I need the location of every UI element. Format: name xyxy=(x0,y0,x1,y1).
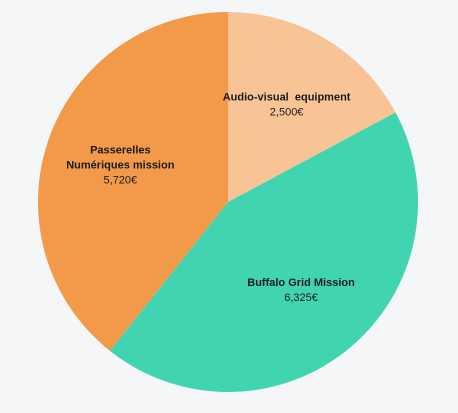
slice-value-label: 5,720€ xyxy=(104,174,138,186)
slice-label-title: Buffalo Grid Mission xyxy=(247,277,355,289)
slice-label-title: Audio-visual equipment xyxy=(223,92,351,104)
pie-slice-2 xyxy=(37,12,228,351)
slice-label-0: Audio-visual equipment 2,500€ xyxy=(223,92,351,119)
labels-layer: Audio-visual equipment 2,500€ Buffalo Grid… xyxy=(66,92,355,304)
slice-value-label: 6,325€ xyxy=(284,292,318,304)
slice-label-1: Buffalo Grid Mission 6,325€ xyxy=(247,277,355,304)
slice-label-title: Passerelles xyxy=(90,144,151,156)
slice-value-label: 2,500€ xyxy=(270,107,304,119)
slice-label-title: Numériques mission xyxy=(66,159,174,171)
pie-slice-0 xyxy=(228,12,396,202)
slice-label-2: Passerelles Numériques mission 5,720€ xyxy=(66,144,174,186)
pie-slice-1 xyxy=(109,112,419,393)
slices-layer xyxy=(37,12,419,393)
